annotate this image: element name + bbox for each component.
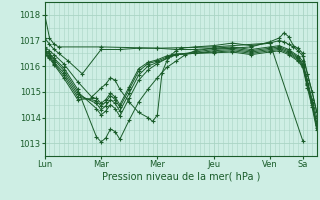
X-axis label: Pression niveau de la mer( hPa ): Pression niveau de la mer( hPa ) <box>102 172 260 182</box>
